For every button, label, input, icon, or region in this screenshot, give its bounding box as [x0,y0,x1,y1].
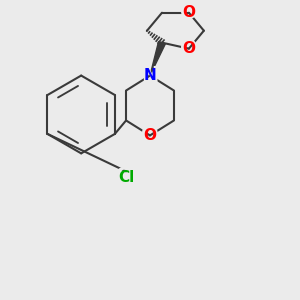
Text: N: N [141,66,159,86]
Text: O: O [180,39,198,58]
Text: O: O [143,128,157,143]
Polygon shape [150,41,165,76]
Text: Cl: Cl [118,170,134,185]
Text: Cl: Cl [115,167,137,187]
Text: O: O [180,3,198,23]
Text: O: O [182,5,195,20]
Text: O: O [141,125,159,146]
Text: N: N [144,68,156,83]
Text: O: O [182,41,195,56]
